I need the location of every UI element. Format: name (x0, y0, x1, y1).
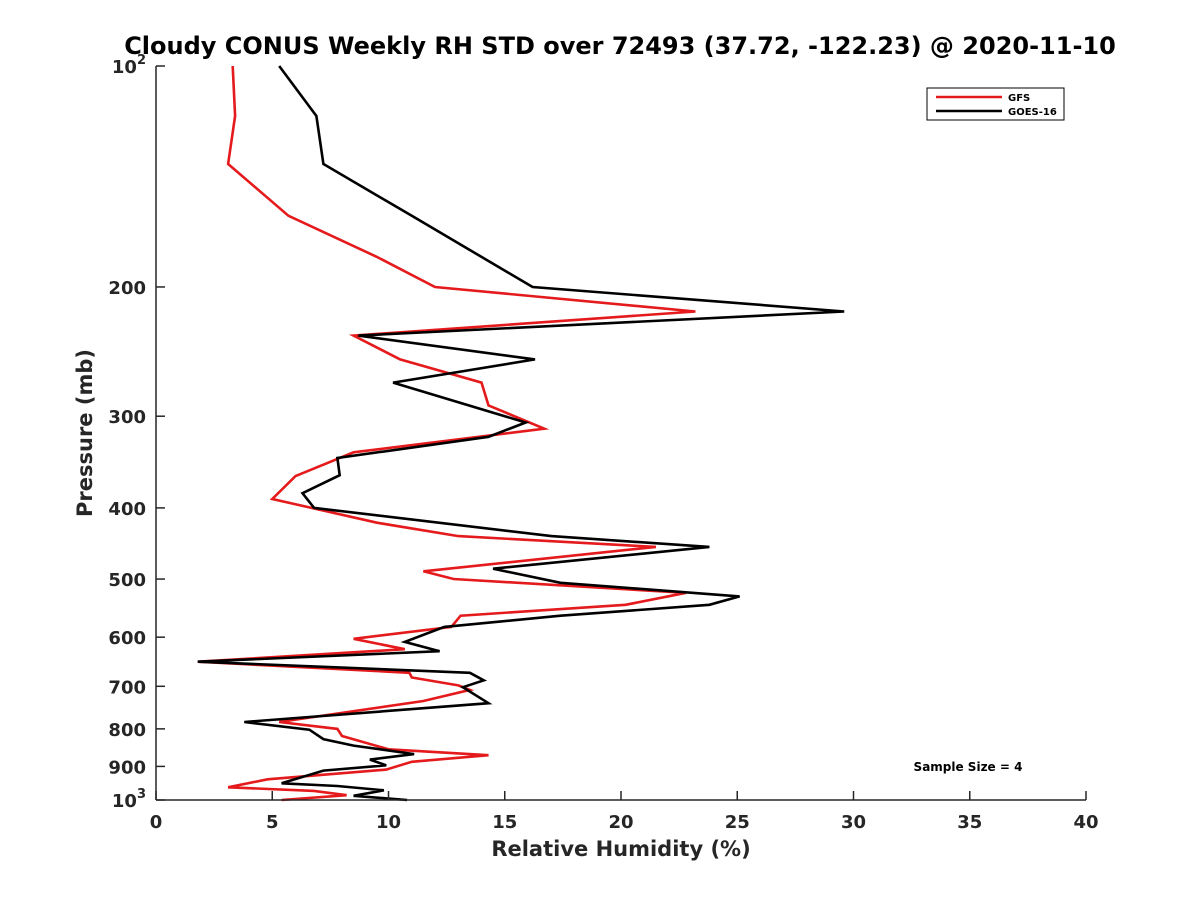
chart-title: Cloudy CONUS Weekly RH STD over 72493 (3… (124, 32, 1116, 60)
legend-label-goes16: GOES-16 (1008, 107, 1057, 118)
y-tick-label: 600 (108, 628, 146, 649)
y-tick-label: 200 (108, 278, 146, 299)
x-tick-label: 40 (1073, 812, 1098, 833)
x-tick-label: 25 (725, 812, 750, 833)
y-tick-label: 400 (108, 499, 146, 520)
y-tick-label: 103 (112, 787, 146, 812)
x-tick-label: 0 (150, 812, 163, 833)
y-tick-label: 800 (108, 720, 146, 741)
x-tick-label: 10 (376, 812, 401, 833)
x-tick-label: 5 (266, 812, 279, 833)
y-tick-label: 102 (112, 53, 146, 78)
x-tick-label: 35 (957, 812, 982, 833)
legend-label-gfs: GFS (1008, 93, 1030, 104)
y-tick-label: 500 (108, 570, 146, 591)
y-tick-label: 300 (108, 407, 146, 428)
y-axis-label: Pressure (mb) (73, 349, 97, 517)
series-line-goes16 (197, 65, 845, 802)
y-tick-label: 900 (108, 757, 146, 778)
ticks-layer: 0 5 10 15 20 25 30 35 40 102 200 300 400 500 600 700 800… (108, 53, 1098, 833)
series-layer (197, 65, 845, 802)
x-axis-label: Relative Humidity (%) (491, 837, 750, 861)
x-tick-label: 20 (608, 812, 633, 833)
x-tick-label: 30 (841, 812, 866, 833)
legend: GFS GOES-16 (926, 87, 1065, 121)
series-line-gfs (197, 65, 696, 802)
sample-size-annotation: Sample Size = 4 (914, 760, 1023, 774)
x-tick-label: 15 (492, 812, 517, 833)
y-tick-label: 700 (108, 677, 146, 698)
legend-box (926, 87, 1065, 121)
